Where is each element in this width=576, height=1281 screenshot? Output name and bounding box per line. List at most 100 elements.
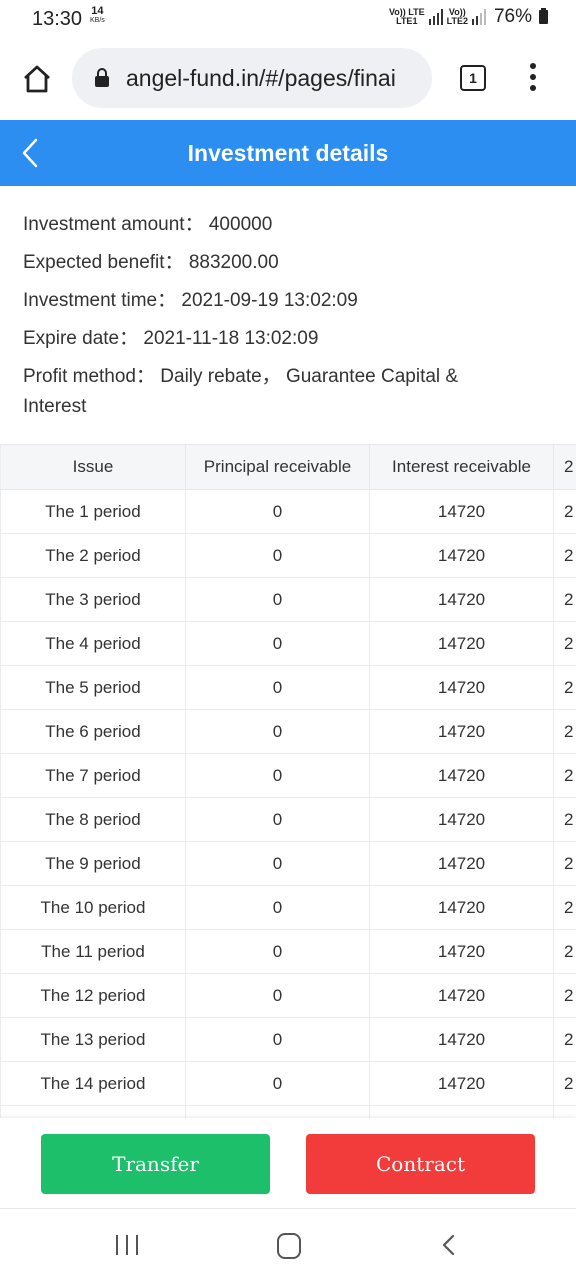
sim1-label: Vo)) LTE LTE1 bbox=[389, 8, 425, 26]
table-cell: 0 bbox=[186, 1062, 370, 1106]
table-cell: 2 bbox=[554, 490, 576, 534]
app-header: Investment details bbox=[0, 120, 576, 186]
table-cell: 0 bbox=[186, 622, 370, 666]
table-cell: The 5 period bbox=[1, 666, 186, 710]
table-cell: 0 bbox=[186, 1106, 370, 1119]
battery-icon bbox=[539, 10, 548, 24]
table-cell: 14720 bbox=[370, 930, 554, 974]
table-cell: The 1 period bbox=[1, 490, 186, 534]
table-cell: 0 bbox=[186, 490, 370, 534]
table-cell: 14720 bbox=[370, 578, 554, 622]
table-cell: 14720 bbox=[370, 534, 554, 578]
table-cell: 0 bbox=[186, 1018, 370, 1062]
tabs-icon[interactable]: 1 bbox=[460, 65, 486, 91]
table-cell: 2 bbox=[554, 622, 576, 666]
table-cell: The 10 period bbox=[1, 886, 186, 930]
signal-icon bbox=[472, 9, 486, 25]
period-table-grid: Issue Principal receivable Interest rece… bbox=[0, 444, 576, 1118]
table-cell: 0 bbox=[186, 534, 370, 578]
table-cell: 2 bbox=[554, 666, 576, 710]
address-bar[interactable]: angel-fund.in/#/pages/finai bbox=[72, 48, 432, 108]
profit-method-line2: Interest bbox=[23, 392, 553, 422]
battery-percent: 76% bbox=[494, 6, 532, 28]
transfer-button[interactable]: Transfer bbox=[41, 1134, 270, 1194]
table-cell: The 11 period bbox=[1, 930, 186, 974]
sim2-label: Vo)) LTE2 bbox=[447, 8, 468, 26]
signal-icon bbox=[429, 9, 443, 25]
investment-amount: Investment amount： 400000 bbox=[23, 210, 553, 248]
table-cell: 14720 bbox=[370, 754, 554, 798]
column-header: Issue bbox=[1, 445, 186, 490]
network-speed: 14 KB/s bbox=[90, 6, 105, 26]
expected-benefit: Expected benefit： 883200.00 bbox=[23, 248, 553, 286]
profit-method-line1: Profit method： Daily rebate， Guarantee C… bbox=[23, 362, 553, 392]
page-title: Investment details bbox=[0, 140, 576, 167]
table-cell: 2 bbox=[554, 534, 576, 578]
period-table[interactable]: Issue Principal receivable Interest rece… bbox=[0, 444, 576, 1118]
table-cell: 14720 bbox=[370, 622, 554, 666]
more-vert-icon[interactable] bbox=[530, 63, 536, 95]
table-cell: 0 bbox=[186, 578, 370, 622]
status-indicators: Vo)) LTE LTE1 Vo)) LTE2 76% bbox=[389, 6, 548, 28]
table-cell: 2 bbox=[554, 1062, 576, 1106]
table-cell: The 2 period bbox=[1, 534, 186, 578]
table-cell: 2 bbox=[554, 754, 576, 798]
system-nav-bar bbox=[0, 1208, 576, 1281]
table-cell: 2 bbox=[554, 1106, 576, 1119]
status-bar: 13:30 14 KB/s Vo)) LTE LTE1 Vo)) LTE2 76… bbox=[0, 0, 576, 38]
nav-home-icon[interactable] bbox=[277, 1233, 301, 1259]
contract-button[interactable]: Contract bbox=[306, 1134, 535, 1194]
investment-details: Investment amount： 400000 Expected benef… bbox=[23, 210, 553, 422]
table-cell: 14720 bbox=[370, 886, 554, 930]
table-cell: 0 bbox=[186, 886, 370, 930]
table-cell: 2 bbox=[554, 1018, 576, 1062]
table-cell: 0 bbox=[186, 754, 370, 798]
table-cell: The 15 period bbox=[1, 1106, 186, 1119]
table-cell: 0 bbox=[186, 842, 370, 886]
browser-toolbar: angel-fund.in/#/pages/finai 1 bbox=[0, 38, 576, 120]
investment-time: Investment time： 2021-09-19 13:02:09 bbox=[23, 286, 553, 324]
column-header: Principal receivable bbox=[186, 445, 370, 490]
table-cell: 0 bbox=[186, 710, 370, 754]
table-cell: 14720 bbox=[370, 1106, 554, 1119]
table-cell: The 4 period bbox=[1, 622, 186, 666]
column-header: 2 bbox=[554, 445, 576, 490]
url-text[interactable]: angel-fund.in/#/pages/finai bbox=[126, 65, 396, 92]
lock-icon bbox=[94, 68, 110, 88]
table-cell: 2 bbox=[554, 842, 576, 886]
table-cell: 14720 bbox=[370, 1018, 554, 1062]
table-cell: 14720 bbox=[370, 798, 554, 842]
table-cell: 14720 bbox=[370, 842, 554, 886]
table-cell: 2 bbox=[554, 578, 576, 622]
nav-back-icon[interactable] bbox=[440, 1233, 456, 1257]
table-header-row: Issue Principal receivable Interest rece… bbox=[1, 445, 576, 490]
table-cell: The 3 period bbox=[1, 578, 186, 622]
action-footer: Transfer Contract bbox=[0, 1118, 576, 1208]
table-cell: 0 bbox=[186, 666, 370, 710]
table-cell: The 9 period bbox=[1, 842, 186, 886]
table-cell: 14720 bbox=[370, 974, 554, 1018]
table-cell: 2 bbox=[554, 974, 576, 1018]
table-cell: 14720 bbox=[370, 710, 554, 754]
table-cell: The 13 period bbox=[1, 1018, 186, 1062]
home-icon[interactable] bbox=[22, 64, 52, 94]
network-speed-unit: KB/s bbox=[90, 16, 105, 26]
table-cell: 0 bbox=[186, 974, 370, 1018]
table-cell: The 14 period bbox=[1, 1062, 186, 1106]
table-cell: The 12 period bbox=[1, 974, 186, 1018]
recent-apps-icon[interactable] bbox=[116, 1235, 138, 1255]
expire-date: Expire date： 2021-11-18 13:02:09 bbox=[23, 324, 553, 362]
table-cell: 2 bbox=[554, 798, 576, 842]
table-cell: The 6 period bbox=[1, 710, 186, 754]
table-cell: The 8 period bbox=[1, 798, 186, 842]
